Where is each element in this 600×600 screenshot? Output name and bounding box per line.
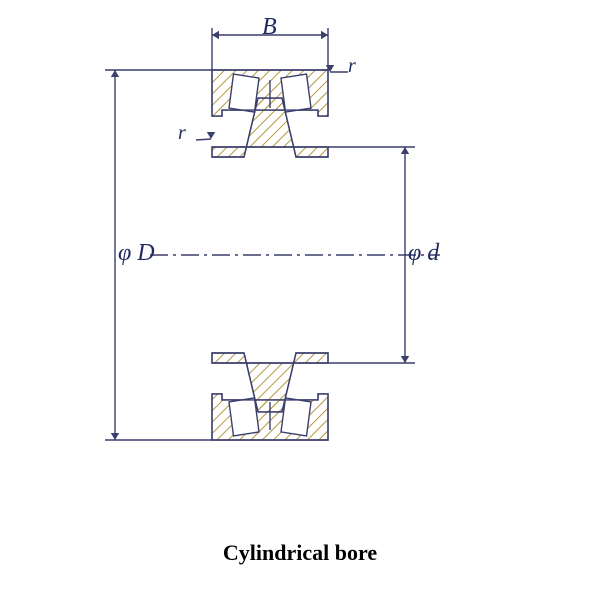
bearing-cross-section (0, 0, 600, 600)
diagram-caption: Cylindrical bore (0, 540, 600, 566)
label-fillet-side: r (178, 122, 186, 145)
label-fillet-top: r (348, 55, 356, 78)
label-outer-diameter: φ D (118, 240, 155, 267)
label-width-B: B (262, 14, 277, 41)
label-inner-diameter: φ d (408, 240, 439, 267)
